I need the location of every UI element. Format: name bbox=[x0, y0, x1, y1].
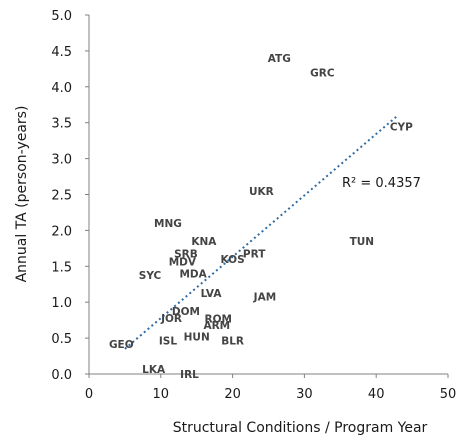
x-axis-title: Structural Conditions / Program Year bbox=[173, 420, 428, 436]
data-point-label: ROM bbox=[205, 314, 232, 326]
y-tick-label: 5.0 bbox=[51, 9, 72, 24]
y-tick-label: 2.0 bbox=[51, 224, 72, 239]
data-point-label: CYP bbox=[390, 121, 413, 133]
r-squared-label: R² = 0.4357 bbox=[342, 176, 421, 191]
data-point-label: PRT bbox=[243, 248, 266, 260]
data-points: ATG GRC CYP UKR MNG KNA TUN SRB PRT MDV KOS SYC MDA J… bbox=[109, 53, 413, 381]
y-tick-label: 0.5 bbox=[51, 332, 72, 347]
x-tick-label: 20 bbox=[224, 387, 241, 402]
y-tick-label: 0.0 bbox=[51, 368, 72, 383]
data-point-label: UKR bbox=[249, 186, 274, 198]
data-point-label: GEO bbox=[109, 339, 134, 351]
data-point-label: LKA bbox=[142, 364, 166, 376]
data-point-label: KOS bbox=[221, 254, 245, 266]
y-tick-label: 1.0 bbox=[51, 296, 72, 311]
data-point-label: MNG bbox=[154, 218, 182, 230]
data-point-label: ARM bbox=[203, 320, 230, 332]
data-point-label: HUN bbox=[184, 332, 210, 344]
data-point-label: BLR bbox=[221, 335, 244, 347]
x-tick-label: 10 bbox=[153, 387, 170, 402]
y-axis-title: Annual TA (person-years) bbox=[14, 106, 30, 283]
data-point-label: LVA bbox=[201, 288, 223, 300]
data-point-label: ATG bbox=[268, 53, 291, 65]
y-tick-label: 2.5 bbox=[51, 189, 72, 204]
data-point-label: KNA bbox=[191, 236, 217, 248]
x-tick-label: 50 bbox=[440, 387, 457, 402]
data-point-label: MDA bbox=[179, 268, 207, 280]
x-tick-label: 0 bbox=[85, 387, 93, 402]
data-point-label: MDV bbox=[169, 256, 197, 268]
ticks: 0.0 0.5 1.0 1.5 2.0 2.5 3.0 3.5 4.0 4.5 5.0 0 10 20 30… bbox=[51, 9, 456, 402]
data-point-label: TUN bbox=[350, 236, 374, 248]
data-point-label: SYC bbox=[139, 270, 162, 282]
data-point-label: ISL bbox=[159, 335, 177, 347]
y-tick-label: 3.0 bbox=[51, 153, 72, 168]
x-tick-label: 40 bbox=[368, 387, 385, 402]
data-point-label: JOR bbox=[160, 313, 182, 325]
data-point-label: JAM bbox=[253, 291, 276, 303]
y-tick-label: 1.5 bbox=[51, 260, 72, 275]
y-tick-label: 3.5 bbox=[51, 117, 72, 132]
data-point-label: GRC bbox=[310, 67, 335, 79]
x-tick-label: 30 bbox=[296, 387, 313, 402]
y-tick-label: 4.5 bbox=[51, 45, 72, 60]
data-point-label: DOM bbox=[172, 306, 200, 318]
data-point-label: IRL bbox=[180, 369, 199, 381]
data-point-label: SRB bbox=[174, 248, 198, 260]
y-tick-label: 4.0 bbox=[51, 81, 72, 96]
